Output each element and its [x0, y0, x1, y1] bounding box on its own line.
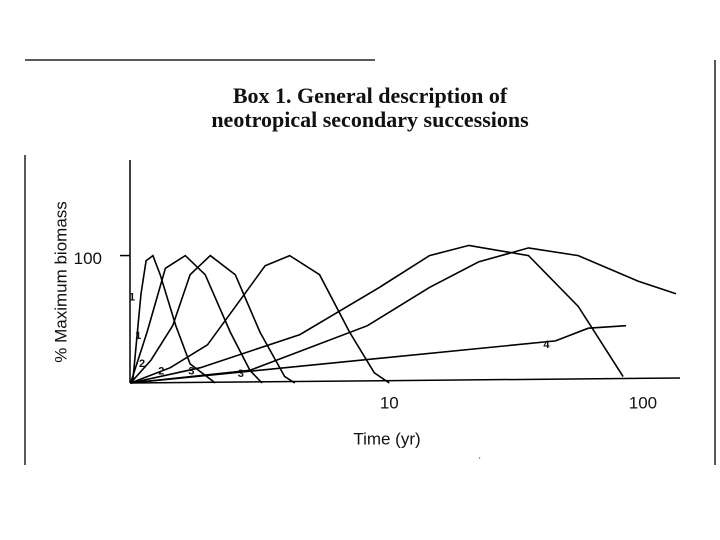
curve [130, 247, 677, 384]
x-tick-label: 100 [629, 393, 657, 412]
chart-title: Box 1. General description of [233, 83, 508, 108]
x-tick-label: 10 [380, 393, 399, 412]
x-axis [129, 377, 681, 384]
curve [129, 254, 263, 384]
curve [130, 254, 390, 384]
curve-label: 2 [139, 358, 145, 370]
chart-title: neotropical secondary successions [211, 107, 529, 132]
y-axis-label: % Maximum biomass [51, 201, 70, 363]
x-axis-label: Time (yr) [353, 429, 420, 448]
curve [130, 254, 296, 384]
speck: · [478, 453, 481, 464]
curve [130, 324, 627, 384]
curve-label: 2 [158, 366, 164, 378]
curve-label: 3 [188, 366, 194, 378]
curve-label: 3 [238, 368, 244, 380]
curve-label: 1 [129, 292, 135, 304]
y-tick-label: 100 [74, 249, 102, 268]
curve-label: 4 [543, 339, 550, 351]
curve-label: 1 [135, 330, 141, 342]
curve [130, 244, 624, 384]
